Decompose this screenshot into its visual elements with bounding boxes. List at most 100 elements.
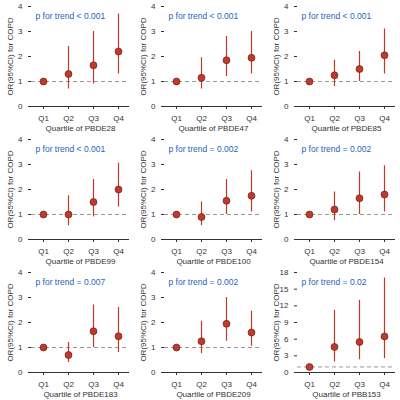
svg-text:Q4: Q4 xyxy=(113,380,124,389)
svg-text:2: 2 xyxy=(151,318,156,327)
svg-text:p for trend = 0.007: p for trend = 0.007 xyxy=(36,277,106,287)
svg-text:Q2: Q2 xyxy=(196,380,207,389)
svg-text:0: 0 xyxy=(18,368,23,377)
svg-text:0: 0 xyxy=(284,102,289,111)
svg-text:OR(95%CI) for COPD: OR(95%CI) for COPD xyxy=(6,150,15,228)
svg-text:OR(95%CI) for COPD: OR(95%CI) for COPD xyxy=(139,17,148,95)
svg-text:0: 0 xyxy=(151,102,156,111)
svg-text:Q1: Q1 xyxy=(38,247,49,256)
svg-text:Q4: Q4 xyxy=(113,114,124,123)
svg-text:OR(95%CI) for COPD: OR(95%CI) for COPD xyxy=(6,17,15,95)
svg-text:4: 4 xyxy=(284,135,289,144)
svg-text:Quartile of PBDE85: Quartile of PBDE85 xyxy=(312,124,382,133)
svg-text:OR(95%CI) for COPD: OR(95%CI) for COPD xyxy=(272,283,281,361)
svg-text:p for trend < 0.001: p for trend < 0.001 xyxy=(302,11,372,21)
svg-text:OR(95%CI) for COPD: OR(95%CI) for COPD xyxy=(6,283,15,361)
svg-text:4: 4 xyxy=(18,2,23,11)
svg-text:Q1: Q1 xyxy=(304,380,315,389)
svg-text:OR(95%CI) for COPD: OR(95%CI) for COPD xyxy=(272,17,281,95)
svg-text:Q2: Q2 xyxy=(329,380,340,389)
svg-text:Q4: Q4 xyxy=(379,380,390,389)
svg-text:1: 1 xyxy=(151,343,156,352)
svg-text:0: 0 xyxy=(18,235,23,244)
svg-text:18: 18 xyxy=(280,268,289,277)
svg-text:2: 2 xyxy=(18,52,23,61)
svg-text:4: 4 xyxy=(151,268,156,277)
svg-text:3: 3 xyxy=(151,27,156,36)
svg-text:Q2: Q2 xyxy=(63,380,74,389)
svg-text:Quartile of PBDE209: Quartile of PBDE209 xyxy=(176,390,251,399)
svg-text:4: 4 xyxy=(151,135,156,144)
svg-text:2: 2 xyxy=(151,52,156,61)
svg-text:OR(95%CI) for COPD: OR(95%CI) for COPD xyxy=(139,150,148,228)
svg-text:4: 4 xyxy=(18,268,23,277)
svg-text:Quartile of PBDE47: Quartile of PBDE47 xyxy=(179,124,249,133)
svg-text:Q4: Q4 xyxy=(379,114,390,123)
svg-text:OR(95%CI) for COPD: OR(95%CI) for COPD xyxy=(139,283,148,361)
svg-text:p for trend < 0.001: p for trend < 0.001 xyxy=(36,11,106,21)
svg-text:Quartile of PBB153: Quartile of PBB153 xyxy=(312,390,381,399)
svg-text:0: 0 xyxy=(284,368,289,377)
svg-text:Q2: Q2 xyxy=(329,114,340,123)
svg-text:OR(95%CI) for COPD: OR(95%CI) for COPD xyxy=(272,150,281,228)
svg-text:Q3: Q3 xyxy=(221,114,232,123)
svg-text:p for trend = 0.002: p for trend = 0.002 xyxy=(169,144,239,154)
svg-text:3: 3 xyxy=(18,160,23,169)
svg-text:1: 1 xyxy=(18,343,23,352)
svg-text:Q3: Q3 xyxy=(88,380,99,389)
svg-text:p for trend < 0.001: p for trend < 0.001 xyxy=(169,11,239,21)
svg-text:Q2: Q2 xyxy=(196,114,207,123)
svg-text:Q1: Q1 xyxy=(304,247,315,256)
svg-text:p for trend = 0.02: p for trend = 0.02 xyxy=(302,277,367,287)
svg-text:0: 0 xyxy=(18,102,23,111)
svg-text:4: 4 xyxy=(18,135,23,144)
svg-text:1: 1 xyxy=(151,210,156,219)
svg-text:Q1: Q1 xyxy=(171,114,182,123)
svg-text:p for trend = 0.002: p for trend = 0.002 xyxy=(169,277,239,287)
svg-text:3: 3 xyxy=(284,160,289,169)
svg-text:Q3: Q3 xyxy=(88,247,99,256)
svg-text:Q3: Q3 xyxy=(221,380,232,389)
svg-text:Q1: Q1 xyxy=(171,380,182,389)
svg-text:1: 1 xyxy=(18,77,23,86)
svg-text:Q1: Q1 xyxy=(171,247,182,256)
svg-text:0: 0 xyxy=(151,368,156,377)
svg-text:Q3: Q3 xyxy=(221,247,232,256)
svg-text:Q4: Q4 xyxy=(246,380,257,389)
svg-text:Quartile of PBDE100: Quartile of PBDE100 xyxy=(176,257,251,266)
svg-text:Quartile of PBDE183: Quartile of PBDE183 xyxy=(43,390,118,399)
svg-text:6: 6 xyxy=(284,335,289,344)
svg-text:Q4: Q4 xyxy=(113,247,124,256)
svg-text:Q3: Q3 xyxy=(354,247,365,256)
svg-text:Q4: Q4 xyxy=(379,247,390,256)
svg-text:Q1: Q1 xyxy=(38,380,49,389)
svg-text:0: 0 xyxy=(151,235,156,244)
svg-text:Q3: Q3 xyxy=(354,380,365,389)
svg-text:Q2: Q2 xyxy=(196,247,207,256)
svg-text:2: 2 xyxy=(151,185,156,194)
svg-text:2: 2 xyxy=(18,318,23,327)
svg-text:Q2: Q2 xyxy=(329,247,340,256)
svg-text:1: 1 xyxy=(18,210,23,219)
svg-text:Quartile of PBDE28: Quartile of PBDE28 xyxy=(46,124,116,133)
svg-text:9: 9 xyxy=(284,318,289,327)
svg-text:3: 3 xyxy=(151,160,156,169)
svg-text:Quartile of PBDE154: Quartile of PBDE154 xyxy=(309,257,384,266)
svg-text:0: 0 xyxy=(284,235,289,244)
svg-text:4: 4 xyxy=(151,2,156,11)
svg-text:3: 3 xyxy=(284,27,289,36)
svg-text:2: 2 xyxy=(18,185,23,194)
svg-text:Q2: Q2 xyxy=(63,114,74,123)
svg-text:4: 4 xyxy=(284,2,289,11)
svg-text:1: 1 xyxy=(284,77,289,86)
svg-text:3: 3 xyxy=(151,293,156,302)
svg-text:2: 2 xyxy=(284,52,289,61)
svg-text:Q3: Q3 xyxy=(88,114,99,123)
svg-text:Q2: Q2 xyxy=(63,247,74,256)
svg-text:Q3: Q3 xyxy=(354,114,365,123)
svg-text:p for trend < 0.001: p for trend < 0.001 xyxy=(36,144,106,154)
svg-text:p for trend = 0.002: p for trend = 0.002 xyxy=(302,144,372,154)
svg-text:Q4: Q4 xyxy=(246,247,257,256)
svg-text:Q4: Q4 xyxy=(246,114,257,123)
svg-text:2: 2 xyxy=(284,185,289,194)
